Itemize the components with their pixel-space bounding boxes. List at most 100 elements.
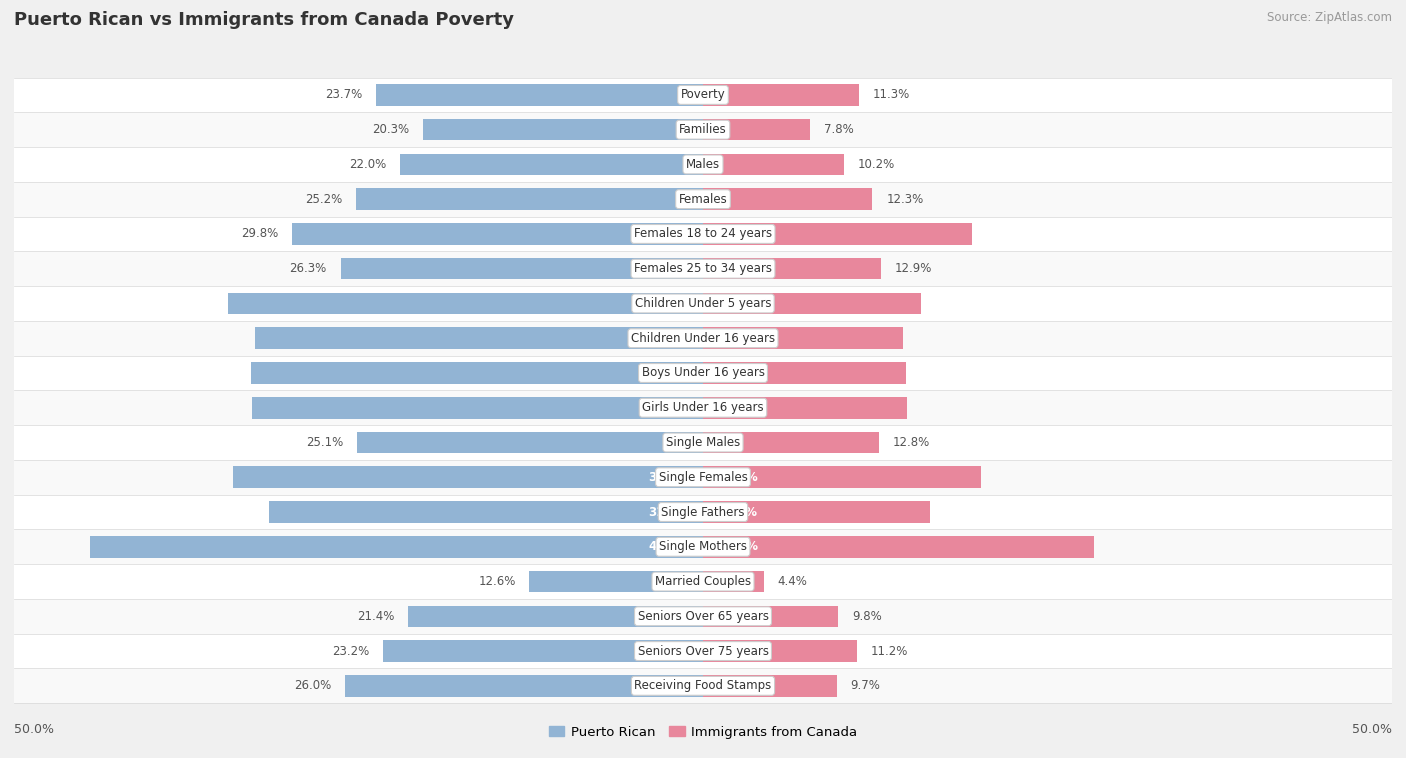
Text: 34.5%: 34.5% (648, 297, 689, 310)
Text: 12.3%: 12.3% (886, 193, 924, 205)
Bar (90, 536, 703, 558)
Text: 34.1%: 34.1% (648, 471, 689, 484)
Text: Families: Families (679, 124, 727, 136)
Bar (408, 606, 703, 627)
Text: 16.5%: 16.5% (717, 506, 758, 518)
Bar (0, 182, 1406, 217)
Bar (703, 432, 879, 453)
Text: 12.8%: 12.8% (893, 436, 931, 449)
Bar (703, 258, 880, 280)
Text: 50.0%: 50.0% (14, 722, 53, 736)
Bar (228, 293, 703, 315)
Bar (0, 252, 1406, 286)
Bar (0, 634, 1406, 669)
Text: 23.2%: 23.2% (332, 644, 370, 657)
Bar (703, 293, 921, 315)
Bar (703, 466, 981, 488)
Bar (399, 154, 703, 175)
Text: Married Couples: Married Couples (655, 575, 751, 588)
Text: 11.3%: 11.3% (873, 89, 910, 102)
Bar (0, 599, 1406, 634)
Text: 11.2%: 11.2% (872, 644, 908, 657)
Bar (703, 571, 763, 592)
Bar (0, 495, 1406, 529)
Text: 19.5%: 19.5% (717, 227, 758, 240)
Text: Females 25 to 34 years: Females 25 to 34 years (634, 262, 772, 275)
Bar (254, 327, 703, 349)
Text: 15.8%: 15.8% (717, 297, 758, 310)
Text: 25.1%: 25.1% (307, 436, 343, 449)
Text: 23.7%: 23.7% (325, 89, 363, 102)
Text: Girls Under 16 years: Girls Under 16 years (643, 401, 763, 415)
Bar (252, 362, 703, 384)
Bar (0, 564, 1406, 599)
Bar (253, 397, 703, 418)
Bar (0, 390, 1406, 425)
Text: 25.2%: 25.2% (305, 193, 342, 205)
Bar (703, 327, 903, 349)
Text: 50.0%: 50.0% (1353, 722, 1392, 736)
Bar (703, 362, 905, 384)
Bar (0, 217, 1406, 252)
Text: 7.8%: 7.8% (824, 124, 853, 136)
Bar (344, 675, 703, 697)
Text: Seniors Over 75 years: Seniors Over 75 years (637, 644, 769, 657)
Bar (703, 675, 837, 697)
Text: Children Under 16 years: Children Under 16 years (631, 332, 775, 345)
Text: 26.0%: 26.0% (294, 679, 330, 692)
Text: Single Fathers: Single Fathers (661, 506, 745, 518)
Text: Source: ZipAtlas.com: Source: ZipAtlas.com (1267, 11, 1392, 24)
Bar (384, 641, 703, 662)
Bar (0, 147, 1406, 182)
Text: 14.8%: 14.8% (717, 401, 758, 415)
Text: 10.2%: 10.2% (858, 158, 894, 171)
Bar (703, 606, 838, 627)
Bar (703, 501, 931, 523)
Bar (0, 286, 1406, 321)
Text: Females 18 to 24 years: Females 18 to 24 years (634, 227, 772, 240)
Text: 20.3%: 20.3% (373, 124, 409, 136)
Text: 22.0%: 22.0% (349, 158, 387, 171)
Bar (703, 536, 1094, 558)
Bar (0, 77, 1406, 112)
Bar (357, 432, 703, 453)
Bar (340, 258, 703, 280)
Text: 32.5%: 32.5% (648, 332, 689, 345)
Text: Puerto Rican vs Immigrants from Canada Poverty: Puerto Rican vs Immigrants from Canada P… (14, 11, 515, 30)
Text: 20.2%: 20.2% (717, 471, 758, 484)
Text: 32.7%: 32.7% (648, 401, 689, 415)
Text: 32.8%: 32.8% (648, 366, 689, 380)
Bar (0, 112, 1406, 147)
Text: 14.7%: 14.7% (717, 366, 758, 380)
Bar (233, 466, 703, 488)
Text: 21.4%: 21.4% (357, 609, 394, 623)
Text: Boys Under 16 years: Boys Under 16 years (641, 366, 765, 380)
Bar (0, 460, 1406, 495)
Bar (703, 223, 972, 245)
Bar (703, 84, 859, 105)
Text: 28.4%: 28.4% (717, 540, 758, 553)
Bar (423, 119, 703, 140)
Text: 9.8%: 9.8% (852, 609, 882, 623)
Text: 12.9%: 12.9% (894, 262, 932, 275)
Bar (703, 119, 810, 140)
Bar (356, 189, 703, 210)
Legend: Puerto Rican, Immigrants from Canada: Puerto Rican, Immigrants from Canada (543, 720, 863, 744)
Text: Children Under 5 years: Children Under 5 years (634, 297, 772, 310)
Text: Males: Males (686, 158, 720, 171)
Bar (292, 223, 703, 245)
Text: 4.4%: 4.4% (778, 575, 807, 588)
Bar (703, 641, 858, 662)
Bar (0, 669, 1406, 703)
Text: Single Males: Single Males (666, 436, 740, 449)
Bar (0, 356, 1406, 390)
Text: Females: Females (679, 193, 727, 205)
Bar (0, 425, 1406, 460)
Bar (269, 501, 703, 523)
Text: 26.3%: 26.3% (290, 262, 326, 275)
Bar (0, 529, 1406, 564)
Text: 31.5%: 31.5% (648, 506, 689, 518)
Text: Seniors Over 65 years: Seniors Over 65 years (637, 609, 769, 623)
Bar (703, 397, 907, 418)
Text: 12.6%: 12.6% (478, 575, 516, 588)
